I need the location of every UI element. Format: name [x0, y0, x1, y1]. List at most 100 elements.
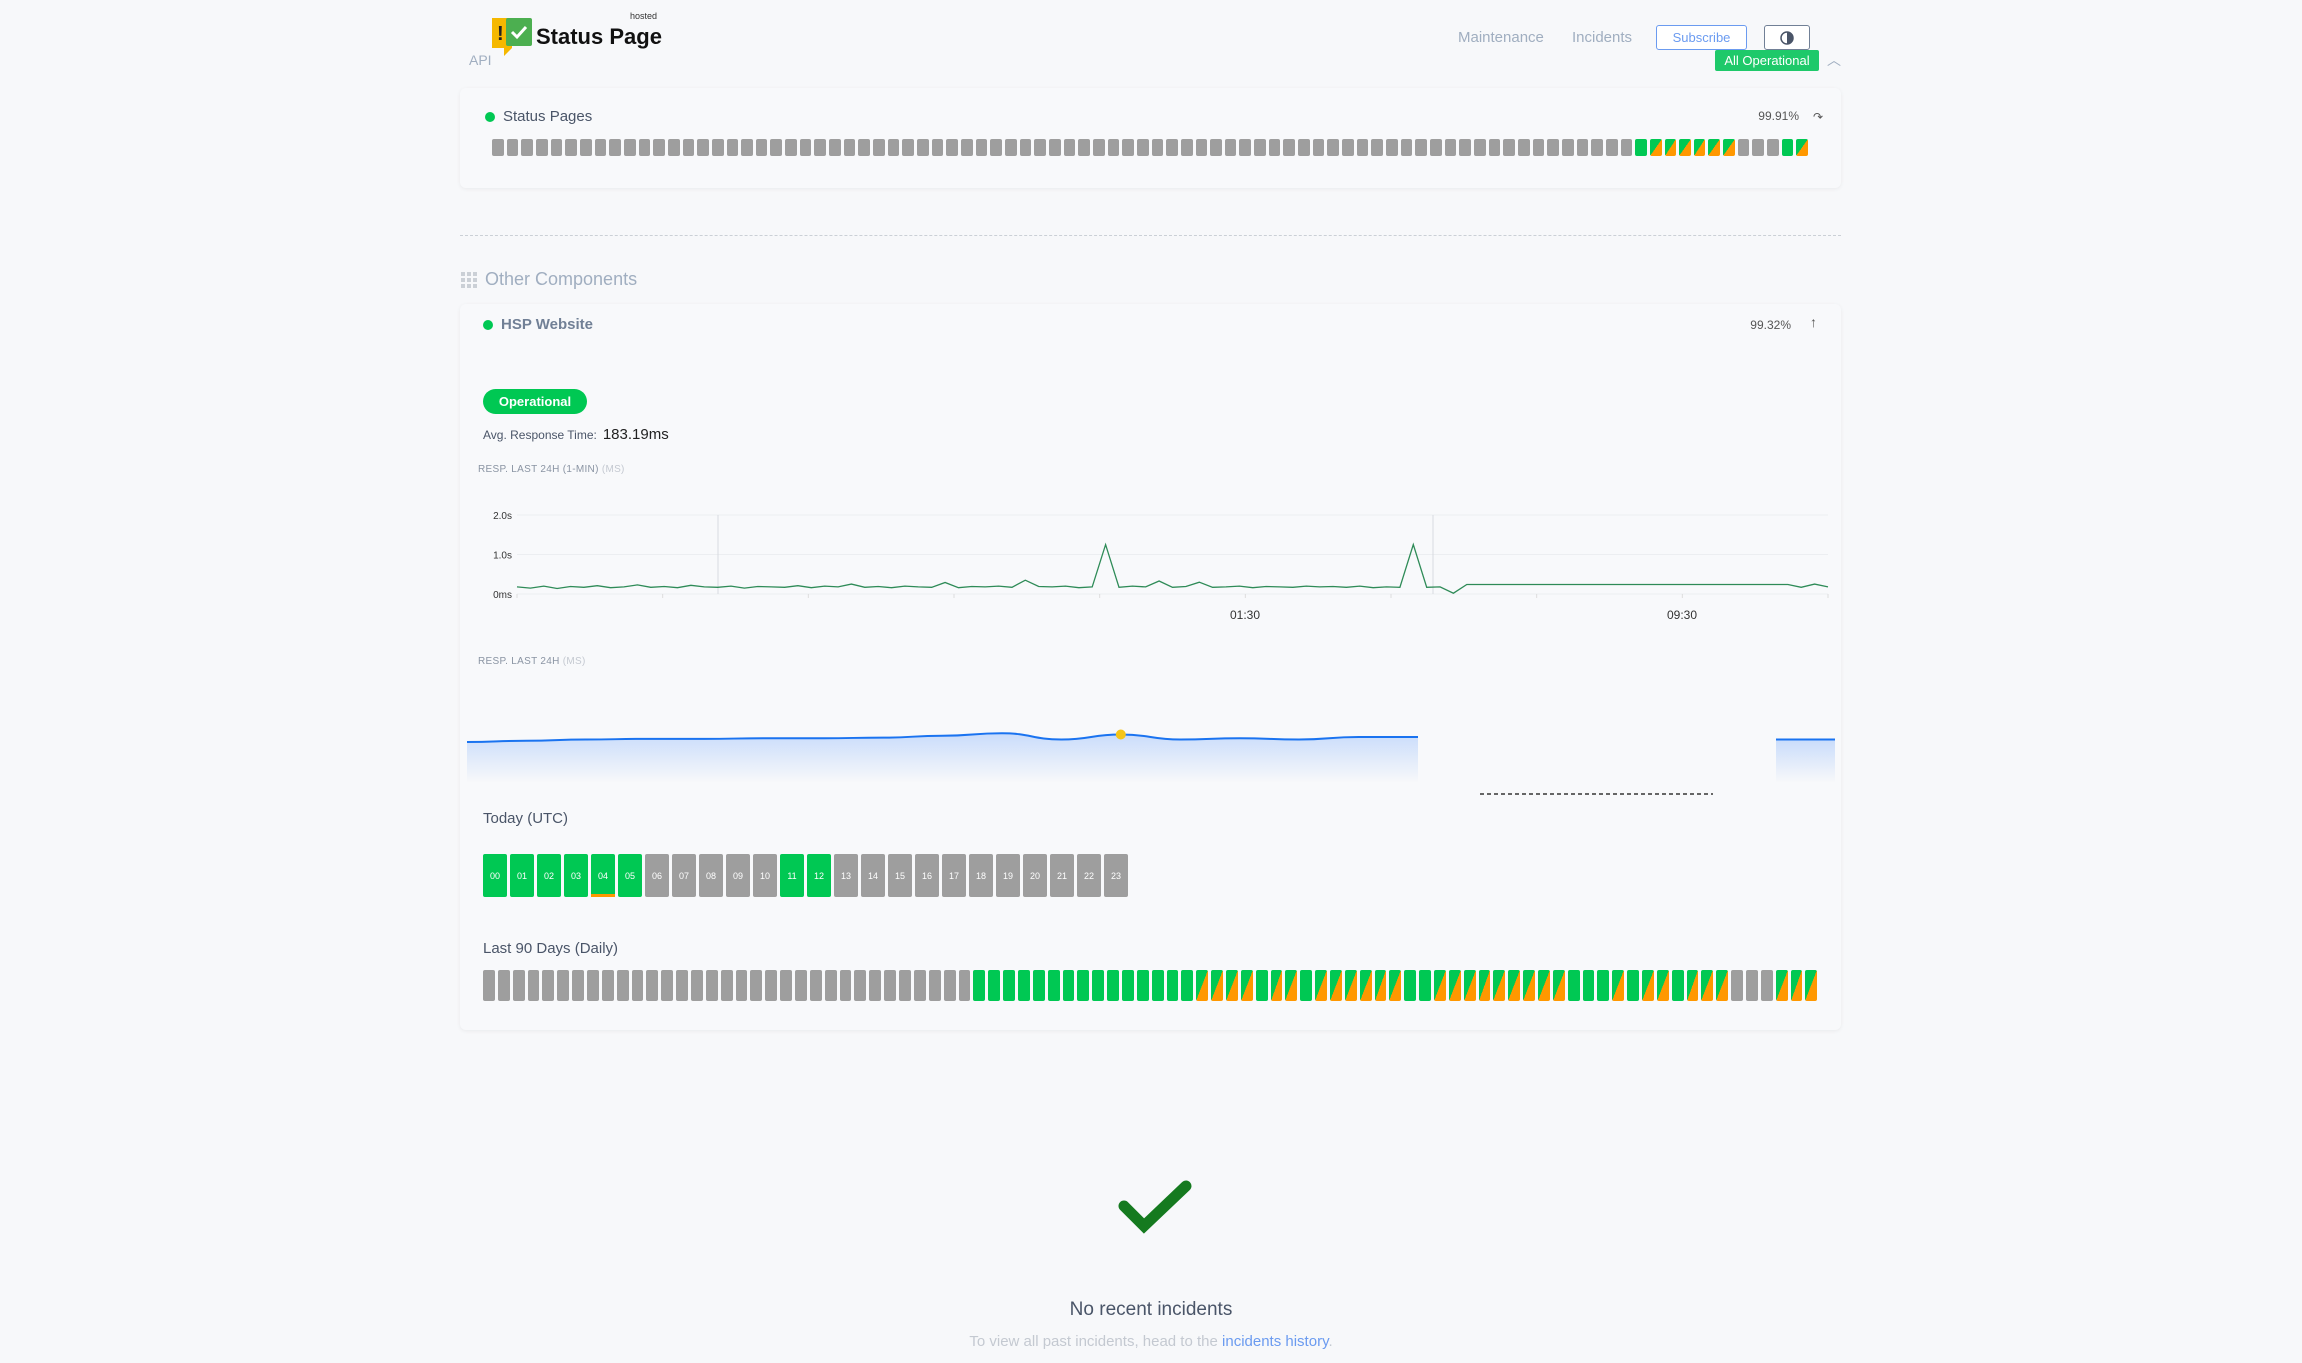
uptime-bar-up[interactable] — [988, 970, 1001, 1001]
hour-bar[interactable]: 09 — [726, 854, 750, 897]
uptime-bar-none[interactable] — [653, 139, 665, 156]
uptime-bar-partial[interactable] — [1463, 970, 1476, 1001]
uptime-bar-none[interactable] — [1737, 139, 1750, 156]
uptime-bar-up[interactable] — [1032, 970, 1045, 1001]
uptime-bar-none[interactable] — [1386, 139, 1398, 156]
uptime-bar-partial[interactable] — [1374, 970, 1387, 1001]
hour-bar[interactable]: 20 — [1023, 854, 1047, 897]
uptime-bar-partial[interactable] — [1538, 970, 1550, 1001]
uptime-bar-none[interactable] — [527, 970, 540, 1001]
hour-bar[interactable]: 06 — [645, 854, 669, 897]
uptime-bar-none[interactable] — [1195, 139, 1208, 156]
uptime-bar-none[interactable] — [682, 139, 695, 156]
uptime-bar-none[interactable] — [512, 970, 525, 1001]
uptime-bar-partial[interactable] — [1775, 970, 1788, 1001]
uptime-bar-partial[interactable] — [1225, 970, 1238, 1001]
uptime-bar-none[interactable] — [1342, 139, 1354, 156]
uptime-bar-none[interactable] — [780, 970, 793, 1001]
hour-bar[interactable]: 22 — [1077, 854, 1101, 897]
hour-bar[interactable]: 04 — [591, 854, 615, 897]
hour-bar[interactable]: 01 — [510, 854, 534, 897]
uptime-bar-none[interactable] — [1004, 139, 1017, 156]
uptime-bar-none[interactable] — [946, 139, 958, 156]
hour-bar[interactable]: 19 — [996, 854, 1020, 897]
hour-bar[interactable]: 16 — [915, 854, 939, 897]
arrow-up-icon[interactable]: ↑ — [1810, 314, 1817, 330]
uptime-bar-none[interactable] — [1254, 139, 1266, 156]
uptime-bar-up[interactable] — [1255, 970, 1268, 1001]
uptime-bar-up[interactable] — [1092, 970, 1105, 1001]
uptime-bar-partial[interactable] — [1448, 970, 1461, 1001]
uptime-bar-none[interactable] — [755, 139, 768, 156]
uptime-bar-partial[interactable] — [1693, 139, 1706, 156]
uptime-bar-none[interactable] — [814, 139, 827, 156]
uptime-bar-none[interactable] — [1092, 139, 1105, 156]
uptime-bar-none[interactable] — [483, 970, 495, 1001]
uptime-bar-up[interactable] — [1404, 970, 1417, 1001]
hour-bar[interactable]: 13 — [834, 854, 858, 897]
uptime-bar-partial[interactable] — [1508, 970, 1521, 1001]
hour-bar[interactable]: 00 — [483, 854, 507, 897]
uptime-bar-none[interactable] — [843, 139, 856, 156]
uptime-bar-none[interactable] — [1283, 139, 1296, 156]
uptime-bar-none[interactable] — [587, 970, 599, 1001]
uptime-bar-none[interactable] — [492, 139, 504, 156]
uptime-bar-up[interactable] — [973, 970, 986, 1001]
uptime-bar-none[interactable] — [887, 139, 900, 156]
uptime-bar-none[interactable] — [1591, 139, 1603, 156]
uptime-bar-none[interactable] — [542, 970, 555, 1001]
hour-bar[interactable]: 21 — [1050, 854, 1074, 897]
uptime-bar-up[interactable] — [1062, 970, 1075, 1001]
uptime-bar-none[interactable] — [1605, 139, 1618, 156]
uptime-bar-up[interactable] — [1181, 970, 1194, 1001]
hour-bar[interactable]: 17 — [942, 854, 966, 897]
uptime-bar-partial[interactable] — [1240, 970, 1253, 1001]
uptime-bar-up[interactable] — [1151, 970, 1164, 1001]
uptime-bar-none[interactable] — [741, 139, 753, 156]
uptime-bar-none[interactable] — [799, 139, 812, 156]
uptime-bar-none[interactable] — [1224, 139, 1237, 156]
uptime-bar-none[interactable] — [1063, 139, 1076, 156]
uptime-bar-partial[interactable] — [1708, 139, 1721, 156]
uptime-bar-none[interactable] — [579, 139, 592, 156]
theme-toggle-button[interactable] — [1764, 25, 1810, 50]
uptime-bar-partial[interactable] — [1796, 139, 1809, 156]
uptime-bar-none[interactable] — [1019, 139, 1032, 156]
chevron-up-icon[interactable]: ︿ — [1827, 52, 1841, 68]
uptime-bar-none[interactable] — [1532, 139, 1545, 156]
uptime-bar-partial[interactable] — [1523, 970, 1536, 1001]
uptime-bar-none[interactable] — [1517, 139, 1530, 156]
uptime-bar-none[interactable] — [676, 970, 689, 1001]
uptime-bar-up[interactable] — [1166, 970, 1179, 1001]
uptime-bar-up[interactable] — [1419, 970, 1431, 1001]
uptime-bar-none[interactable] — [1122, 139, 1134, 156]
uptime-bar-none[interactable] — [1746, 970, 1758, 1001]
uptime-bar-partial[interactable] — [1359, 970, 1372, 1001]
uptime-bar-none[interactable] — [572, 970, 585, 1001]
uptime-bar-partial[interactable] — [1211, 970, 1223, 1001]
uptime-bar-none[interactable] — [1561, 139, 1574, 156]
uptime-bar-none[interactable] — [661, 970, 674, 1001]
uptime-bar-up[interactable] — [1635, 139, 1647, 156]
hour-bar[interactable]: 02 — [537, 854, 561, 897]
uptime-bar-up[interactable] — [1781, 139, 1794, 156]
uptime-bar-partial[interactable] — [1790, 970, 1803, 1001]
uptime-bar-partial[interactable] — [1478, 970, 1491, 1001]
uptime-bar-none[interactable] — [1760, 970, 1773, 1001]
uptime-bar-none[interactable] — [1166, 139, 1178, 156]
uptime-bar-partial[interactable] — [1716, 970, 1729, 1001]
uptime-bar-none[interactable] — [506, 139, 519, 156]
uptime-bar-none[interactable] — [1488, 139, 1501, 156]
uptime-bar-up[interactable] — [1582, 970, 1595, 1001]
uptime-bar-none[interactable] — [1752, 139, 1765, 156]
uptime-bar-none[interactable] — [594, 139, 607, 156]
uptime-bar-none[interactable] — [1268, 139, 1281, 156]
hour-bar[interactable]: 18 — [969, 854, 993, 897]
nav-incidents[interactable]: Incidents — [1572, 29, 1633, 46]
uptime-bar-partial[interactable] — [1329, 970, 1342, 1001]
hour-bar[interactable]: 23 — [1104, 854, 1128, 897]
uptime-bar-none[interactable] — [497, 970, 510, 1001]
uptime-bar-partial[interactable] — [1196, 970, 1209, 1001]
uptime-bar-none[interactable] — [1576, 139, 1589, 156]
uptime-bar-none[interactable] — [565, 139, 577, 156]
